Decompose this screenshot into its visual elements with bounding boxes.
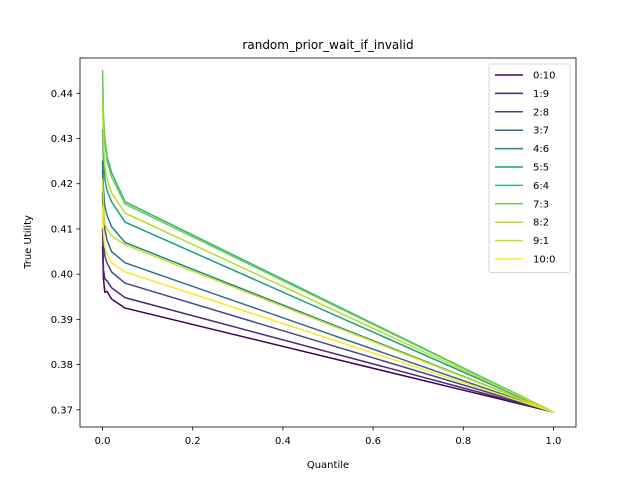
legend-label: 6:4 xyxy=(533,181,549,192)
plot-area xyxy=(101,69,555,413)
series-line-5-5 xyxy=(101,128,555,413)
legend-label: 7:3 xyxy=(533,199,549,210)
x-tick-label: 0.0 xyxy=(95,436,111,447)
x-tick-label: 1.0 xyxy=(546,436,562,447)
chart-title: random_prior_wait_if_invalid xyxy=(242,38,413,52)
legend: 0:10 1:9 2:8 3:7 4:6 5:5 6:4 7:3 8:2 9:1 10:0 xyxy=(488,63,571,273)
y-tick-label: 0.43 xyxy=(51,134,73,145)
legend-label: 4:6 xyxy=(533,144,549,155)
legend-label: 2:8 xyxy=(533,107,549,118)
series-line-0-10 xyxy=(101,246,555,413)
x-axis-label: Quantile xyxy=(307,460,349,471)
x-axis: 0.0 0.2 0.4 0.6 0.8 1.0 xyxy=(95,427,562,447)
axes-frame xyxy=(79,57,577,428)
legend-label: 5:5 xyxy=(533,163,549,174)
legend-label: 9:1 xyxy=(533,236,549,247)
y-tick-label: 0.38 xyxy=(51,360,73,371)
x-tick-label: 0.6 xyxy=(365,436,381,447)
y-tick-label: 0.42 xyxy=(51,179,73,190)
y-tick-label: 0.41 xyxy=(51,224,73,235)
series-line-10-0 xyxy=(101,205,555,413)
x-tick-label: 0.8 xyxy=(455,436,471,447)
series-line-9-1 xyxy=(101,178,555,413)
legend-label: 3:7 xyxy=(533,126,549,137)
y-tick-label: 0.37 xyxy=(51,405,73,416)
y-tick-label: 0.40 xyxy=(51,270,73,281)
legend-label: 10:0 xyxy=(533,255,555,266)
legend-box xyxy=(488,63,571,273)
x-tick-label: 0.4 xyxy=(275,436,291,447)
y-axis-label: True Utility xyxy=(23,215,34,270)
legend-label: 0:10 xyxy=(533,71,555,82)
series-line-1-9 xyxy=(101,228,555,413)
y-tick-label: 0.39 xyxy=(51,315,73,326)
legend-label: 1:9 xyxy=(533,89,549,100)
x-tick-label: 0.2 xyxy=(185,436,201,447)
y-tick-label: 0.44 xyxy=(51,89,73,100)
legend-label: 8:2 xyxy=(533,218,549,229)
series-line-8-2 xyxy=(101,101,555,413)
y-axis: 0.37 0.38 0.39 0.40 0.41 0.42 0.43 0.44 xyxy=(51,89,80,416)
